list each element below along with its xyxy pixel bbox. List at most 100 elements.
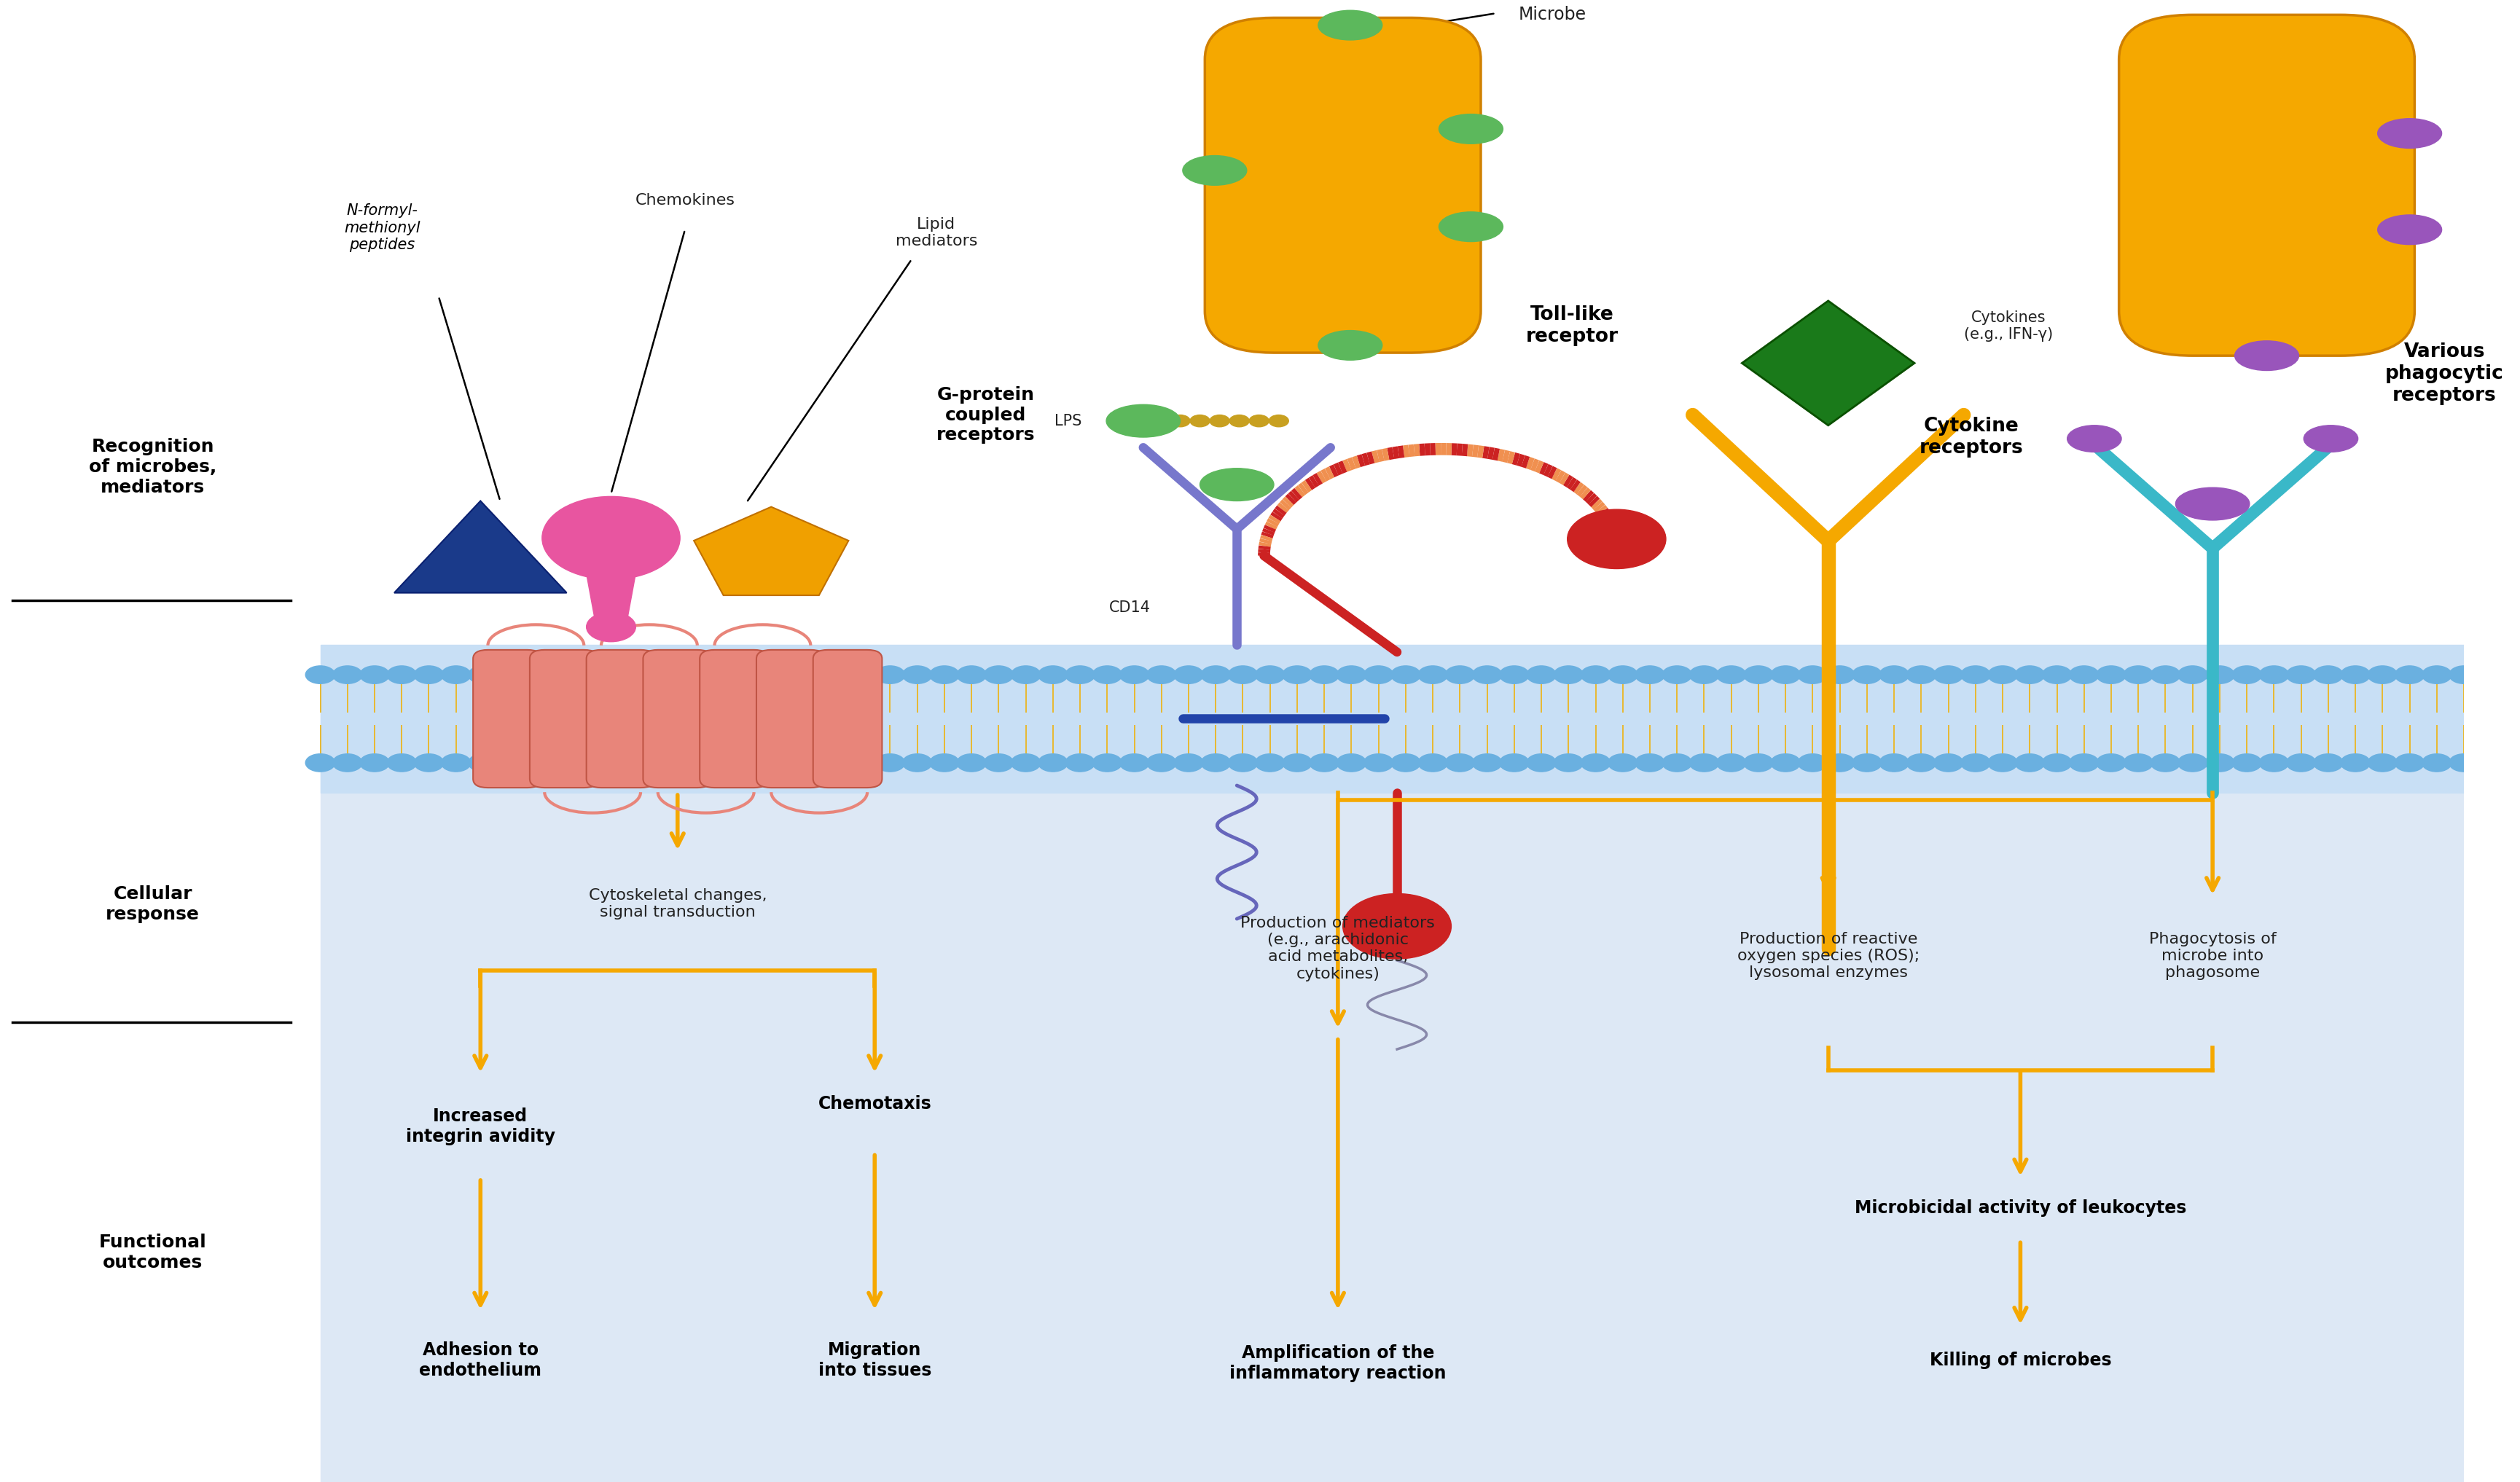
- Circle shape: [741, 754, 769, 772]
- Text: CD14: CD14: [1109, 600, 1152, 615]
- Circle shape: [1401, 150, 1421, 162]
- Circle shape: [685, 665, 716, 683]
- Circle shape: [1189, 415, 1210, 427]
- Circle shape: [2346, 207, 2366, 219]
- Circle shape: [2233, 754, 2260, 772]
- Ellipse shape: [2175, 488, 2250, 520]
- Circle shape: [930, 665, 960, 683]
- Circle shape: [1250, 169, 1268, 181]
- Circle shape: [1011, 754, 1041, 772]
- Circle shape: [1852, 665, 1882, 683]
- Circle shape: [1555, 665, 1583, 683]
- Circle shape: [1797, 665, 1827, 683]
- Circle shape: [496, 754, 524, 772]
- Circle shape: [542, 496, 680, 579]
- Ellipse shape: [1200, 468, 1273, 501]
- Circle shape: [2205, 665, 2235, 683]
- Text: Recognition
of microbes,
mediators: Recognition of microbes, mediators: [88, 437, 217, 496]
- Circle shape: [2341, 665, 2371, 683]
- Circle shape: [2258, 754, 2288, 772]
- Circle shape: [1852, 754, 1882, 772]
- Circle shape: [874, 665, 905, 683]
- Circle shape: [1336, 236, 1356, 247]
- Circle shape: [1961, 665, 1991, 683]
- Circle shape: [1038, 665, 1068, 683]
- Circle shape: [2150, 665, 2180, 683]
- Circle shape: [1472, 665, 1502, 683]
- Circle shape: [549, 754, 580, 772]
- Circle shape: [2041, 754, 2071, 772]
- Circle shape: [413, 665, 444, 683]
- Circle shape: [469, 754, 499, 772]
- FancyBboxPatch shape: [587, 649, 655, 788]
- Circle shape: [1338, 46, 1358, 58]
- Circle shape: [2361, 141, 2381, 153]
- Circle shape: [2258, 665, 2288, 683]
- Circle shape: [1363, 665, 1394, 683]
- FancyBboxPatch shape: [2119, 15, 2414, 356]
- FancyBboxPatch shape: [529, 649, 600, 788]
- Circle shape: [902, 665, 932, 683]
- Circle shape: [1336, 104, 1356, 116]
- Circle shape: [1988, 665, 2019, 683]
- Circle shape: [2422, 665, 2452, 683]
- Circle shape: [333, 665, 363, 683]
- Circle shape: [685, 754, 716, 772]
- Circle shape: [2041, 665, 2071, 683]
- Circle shape: [1336, 665, 1366, 683]
- Circle shape: [958, 754, 985, 772]
- FancyBboxPatch shape: [474, 649, 542, 788]
- Circle shape: [2341, 754, 2371, 772]
- Circle shape: [577, 754, 607, 772]
- Text: Chemokines: Chemokines: [635, 193, 736, 207]
- Circle shape: [2286, 754, 2316, 772]
- Circle shape: [1824, 754, 1855, 772]
- Ellipse shape: [1106, 405, 1179, 437]
- Ellipse shape: [2303, 425, 2359, 452]
- Circle shape: [1310, 665, 1338, 683]
- Text: Toll-like
receptor: Toll-like receptor: [1525, 305, 1618, 347]
- Circle shape: [2369, 215, 2389, 227]
- Text: Cytokines
(e.g., IFN-γ): Cytokines (e.g., IFN-γ): [1963, 310, 2054, 342]
- Circle shape: [1230, 415, 1250, 427]
- Circle shape: [1688, 665, 1719, 683]
- Circle shape: [1933, 665, 1963, 683]
- Circle shape: [1431, 212, 1452, 224]
- Text: Increased
integrin avidity: Increased integrin avidity: [406, 1107, 554, 1146]
- Circle shape: [2369, 665, 2397, 683]
- Text: LPS: LPS: [1053, 413, 1081, 428]
- Ellipse shape: [1182, 156, 1247, 185]
- Circle shape: [1424, 139, 1444, 151]
- Text: Microbicidal activity of leukocytes: Microbicidal activity of leukocytes: [1855, 1199, 2187, 1217]
- Text: Amplification of the
inflammatory reaction: Amplification of the inflammatory reacti…: [1230, 1344, 1446, 1383]
- Circle shape: [630, 665, 660, 683]
- Circle shape: [822, 754, 852, 772]
- Text: Cytoskeletal changes,
signal transduction: Cytoskeletal changes, signal transductio…: [590, 888, 766, 920]
- Circle shape: [2394, 754, 2424, 772]
- Circle shape: [2313, 665, 2344, 683]
- Circle shape: [2336, 151, 2354, 163]
- Circle shape: [1338, 65, 1358, 77]
- Circle shape: [1499, 754, 1530, 772]
- Circle shape: [1797, 754, 1827, 772]
- FancyBboxPatch shape: [1205, 18, 1482, 353]
- Circle shape: [983, 665, 1013, 683]
- Circle shape: [2150, 754, 2180, 772]
- Circle shape: [1434, 135, 1454, 147]
- Circle shape: [1391, 754, 1421, 772]
- Circle shape: [1426, 209, 1444, 221]
- Circle shape: [2344, 148, 2364, 160]
- Circle shape: [1663, 754, 1691, 772]
- Circle shape: [874, 754, 905, 772]
- Circle shape: [522, 754, 552, 772]
- Circle shape: [522, 665, 552, 683]
- Circle shape: [1338, 274, 1358, 286]
- Circle shape: [2097, 665, 2127, 683]
- Circle shape: [2124, 665, 2152, 683]
- Text: Lipid
mediators: Lipid mediators: [895, 216, 978, 249]
- Circle shape: [2258, 302, 2276, 314]
- Circle shape: [577, 665, 607, 683]
- Circle shape: [2354, 145, 2371, 157]
- Circle shape: [1411, 205, 1431, 216]
- Circle shape: [1933, 754, 1963, 772]
